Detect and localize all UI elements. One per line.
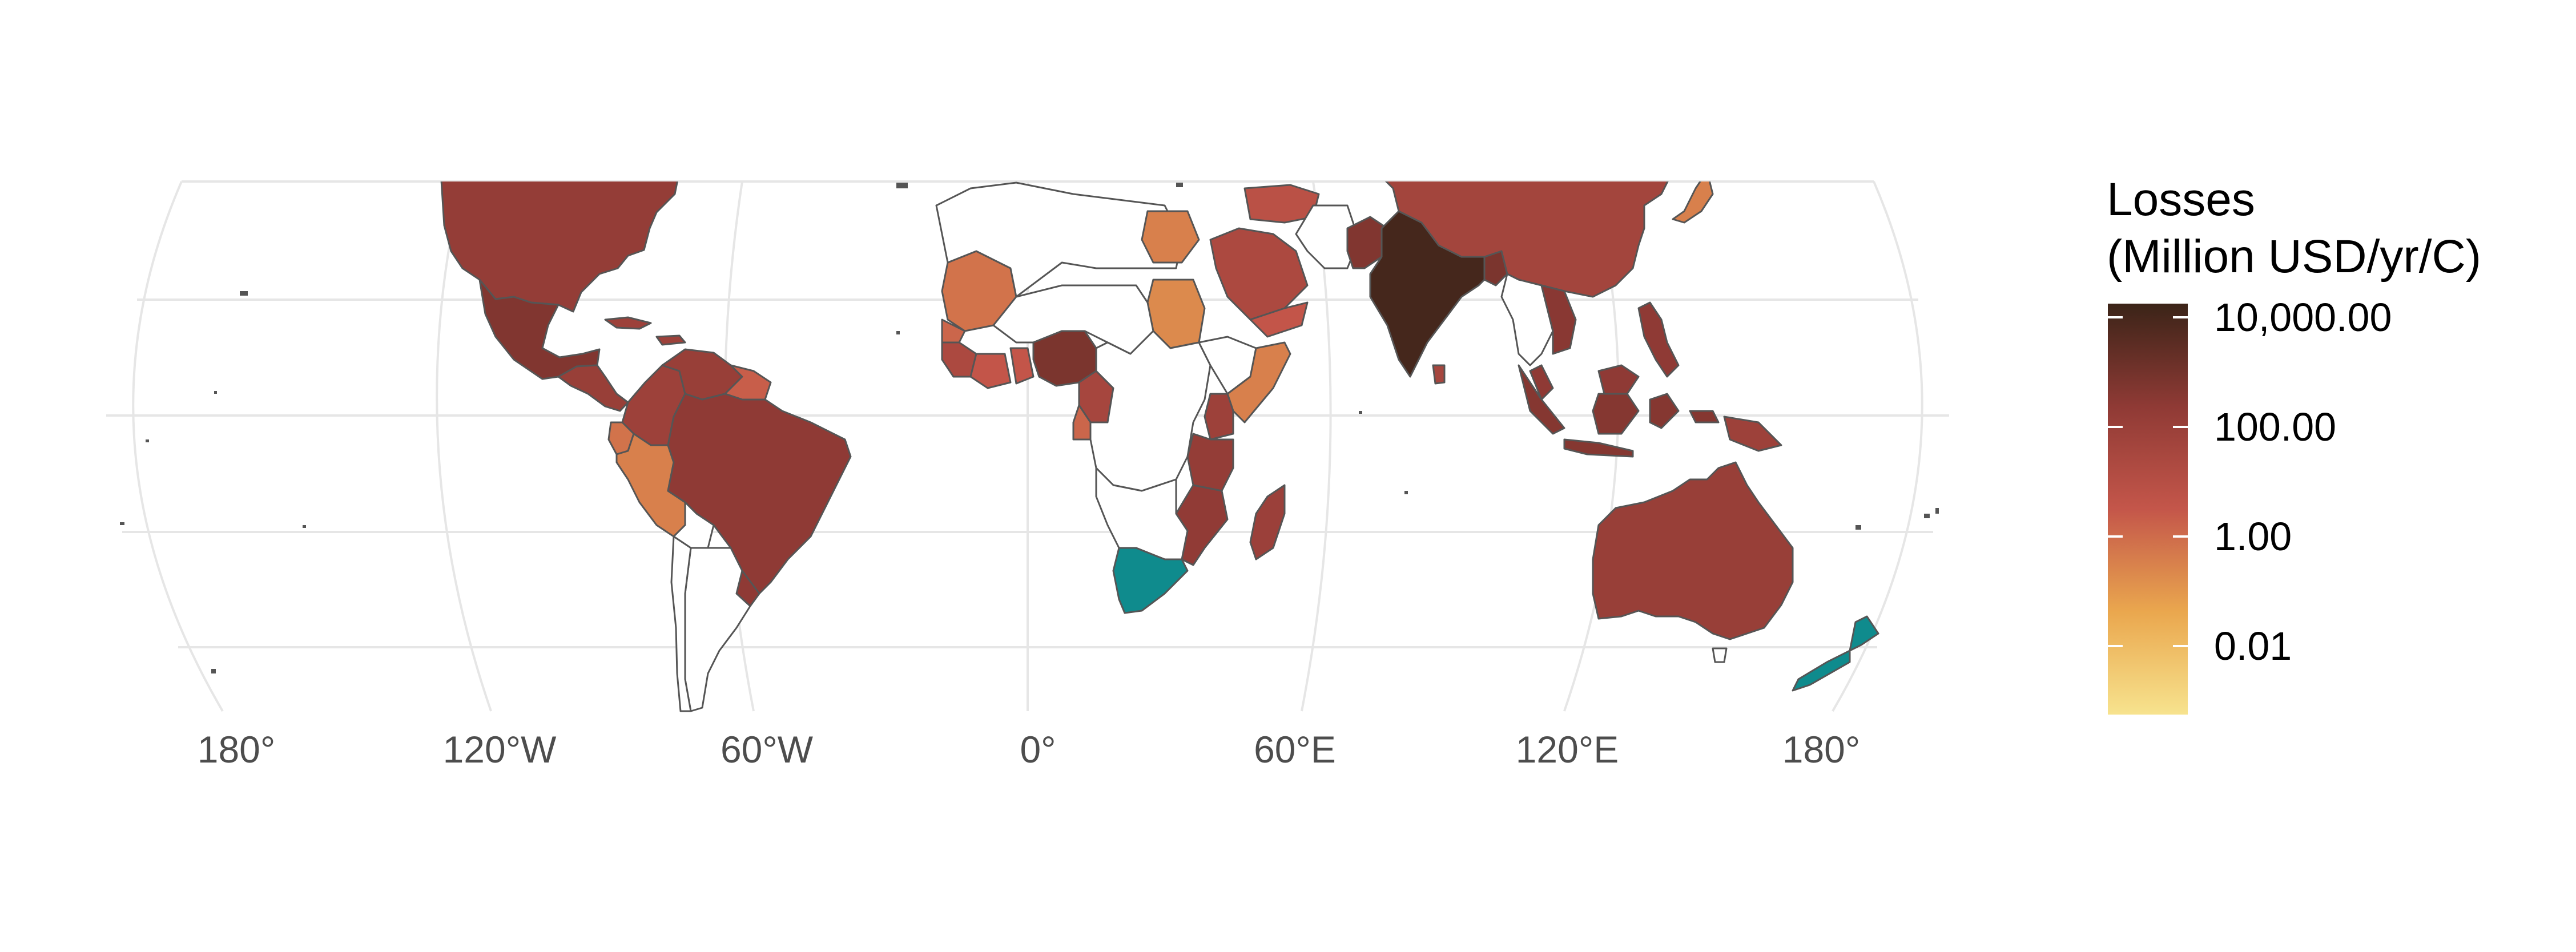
region-yemen[interactable] xyxy=(1249,301,1309,338)
region-chile[interactable] xyxy=(670,535,692,712)
region-ghana[interactable] xyxy=(1009,347,1035,385)
legend-tick-mark xyxy=(2173,316,2188,318)
region-mainland-se-asia[interactable] xyxy=(1500,273,1554,366)
lon-label-180e: 180° xyxy=(1782,728,1861,771)
region-new-zealand[interactable] xyxy=(1792,615,1879,692)
graticule-meridian-180w xyxy=(132,181,224,712)
legend-title-line2: (Million USD/yr/C) xyxy=(2107,231,2481,283)
legend-title: Losses (Million USD/yr/C) xyxy=(2107,171,2481,285)
legend-tick-mark xyxy=(2108,316,2123,318)
region-iran[interactable] xyxy=(1295,204,1360,269)
region-united-states[interactable] xyxy=(440,171,679,313)
legend-tick-mark xyxy=(2108,535,2123,538)
color-legend: Losses (Million USD/yr/C) 10,000.00 100.… xyxy=(2107,171,2563,731)
legend-tick-mark xyxy=(2173,426,2188,428)
legend-label-1: 1.00 xyxy=(2214,514,2292,559)
region-somalia[interactable] xyxy=(1226,341,1291,423)
legend-label-001: 0.01 xyxy=(2214,624,2292,668)
region-australia[interactable] xyxy=(1592,461,1794,640)
small-islands xyxy=(120,183,1939,673)
lon-label-60e: 60°E xyxy=(1254,728,1336,771)
region-ivory-coast[interactable] xyxy=(969,353,1012,389)
region-kenya[interactable] xyxy=(1204,393,1234,441)
legend-tick-mark xyxy=(2173,645,2188,647)
legend-tick-mark xyxy=(2173,535,2188,538)
longitude-labels: 180° 120°W 60°W 0° 60°E 120°E 180° xyxy=(198,728,1861,771)
legend-colorbar xyxy=(2108,304,2188,715)
lon-label-0: 0° xyxy=(1020,728,1056,771)
countries-layer xyxy=(120,171,1939,712)
region-pakistan[interactable] xyxy=(1346,216,1388,269)
region-caribbean[interactable] xyxy=(604,316,686,346)
legend-title-line1: Losses xyxy=(2107,174,2255,225)
region-central-america[interactable] xyxy=(557,364,629,412)
region-vietnam[interactable] xyxy=(1540,284,1577,355)
legend-tick-mark xyxy=(2108,645,2123,647)
legend-tick-mark xyxy=(2108,426,2123,428)
graticule-meridian-120w xyxy=(436,181,492,712)
region-gabon[interactable] xyxy=(1072,404,1092,441)
region-egypt[interactable] xyxy=(1141,210,1200,264)
region-madagascar[interactable] xyxy=(1249,484,1286,560)
region-malaysia[interactable] xyxy=(1529,364,1640,401)
region-japan[interactable] xyxy=(1672,171,1714,224)
region-tasmania[interactable] xyxy=(1712,647,1728,663)
lon-label-180w: 180° xyxy=(198,728,276,771)
lon-label-60w: 60°W xyxy=(721,728,814,771)
lon-label-120w: 120°W xyxy=(443,728,557,771)
region-philippines[interactable] xyxy=(1637,301,1680,378)
region-papua-new-guinea[interactable] xyxy=(1723,416,1782,452)
region-indonesia[interactable] xyxy=(1518,364,1720,458)
region-saudi-arabia[interactable] xyxy=(1209,227,1309,321)
region-sri-lanka[interactable] xyxy=(1432,364,1446,385)
legend-label-10000: 10,000.00 xyxy=(2214,295,2392,340)
lon-label-120e: 120°E xyxy=(1516,728,1619,771)
region-north-africa[interactable] xyxy=(935,181,1183,298)
region-south-africa[interactable] xyxy=(1112,547,1189,614)
legend-label-100: 100.00 xyxy=(2214,405,2337,449)
region-mexico[interactable] xyxy=(478,279,601,380)
region-tanzania[interactable] xyxy=(1186,433,1234,492)
